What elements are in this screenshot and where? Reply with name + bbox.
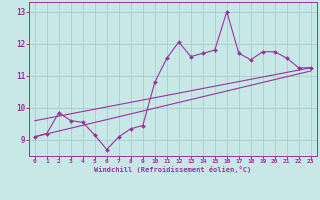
X-axis label: Windchill (Refroidissement éolien,°C): Windchill (Refroidissement éolien,°C): [94, 166, 252, 173]
